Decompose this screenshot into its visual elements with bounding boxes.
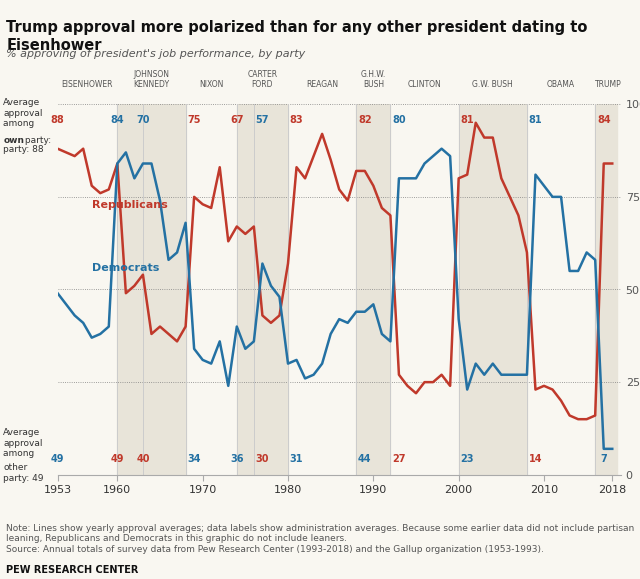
Text: other
party: 49: other party: 49 [3,463,44,483]
Text: 49: 49 [51,454,65,464]
Text: CARTER
FORD: CARTER FORD [247,70,278,89]
Text: 49: 49 [111,454,124,464]
Bar [595,104,616,475]
Text: NIXON: NIXON [199,80,223,89]
Bar [237,104,254,475]
Text: REAGAN: REAGAN [306,80,338,89]
Text: 80: 80 [392,115,406,125]
Text: G.H.W.
BUSH: G.H.W. BUSH [361,70,386,89]
Text: PEW RESEARCH CENTER: PEW RESEARCH CENTER [6,565,139,574]
Text: 36: 36 [230,454,244,464]
Text: 7: 7 [600,454,607,464]
Text: 27: 27 [392,454,406,464]
Text: 30: 30 [255,454,269,464]
Bar [459,104,527,475]
Text: Average
approval
among: Average approval among [3,428,43,458]
Text: Note: Lines show yearly approval averages; data labels show administration avera: Note: Lines show yearly approval average… [6,524,635,554]
Bar [356,104,390,475]
Text: 44: 44 [358,454,372,464]
Text: Republicans: Republicans [92,200,168,210]
Text: Democrats: Democrats [92,263,159,273]
Text: TRUMP: TRUMP [595,80,621,89]
Text: OBAMA: OBAMA [547,80,575,89]
Text: 57: 57 [255,115,269,125]
Text: 34: 34 [188,454,201,464]
Text: 14: 14 [529,454,542,464]
Text: G.W. BUSH: G.W. BUSH [472,80,513,89]
Text: 40: 40 [136,454,150,464]
Text: own: own [3,136,24,145]
Text: 83: 83 [290,115,303,125]
Text: Trump approval more polarized than for any other president dating to Eisenhower: Trump approval more polarized than for a… [6,20,588,53]
Text: 75: 75 [188,115,201,125]
Text: 67: 67 [230,115,244,125]
Text: 70: 70 [136,115,150,125]
Text: 23: 23 [460,454,474,464]
Text: Average
approval
among: Average approval among [3,98,43,128]
Bar [117,104,186,475]
Text: 31: 31 [290,454,303,464]
Text: 84: 84 [111,115,124,125]
Text: 82: 82 [358,115,372,125]
Bar [254,104,288,475]
Text: 81: 81 [529,115,542,125]
Text: JOHNSON
KENNEDY: JOHNSON KENNEDY [133,70,170,89]
Text: 84: 84 [597,115,611,125]
Text: 81: 81 [460,115,474,125]
Text: CLINTON: CLINTON [408,80,442,89]
Text: % approving of president's job performance, by party: % approving of president's job performan… [6,49,306,59]
Text: EISENHOWER: EISENHOWER [61,80,113,89]
Text: 88: 88 [51,115,65,125]
Text: party:: party: [22,136,54,145]
Text: party: 88: party: 88 [3,145,44,154]
